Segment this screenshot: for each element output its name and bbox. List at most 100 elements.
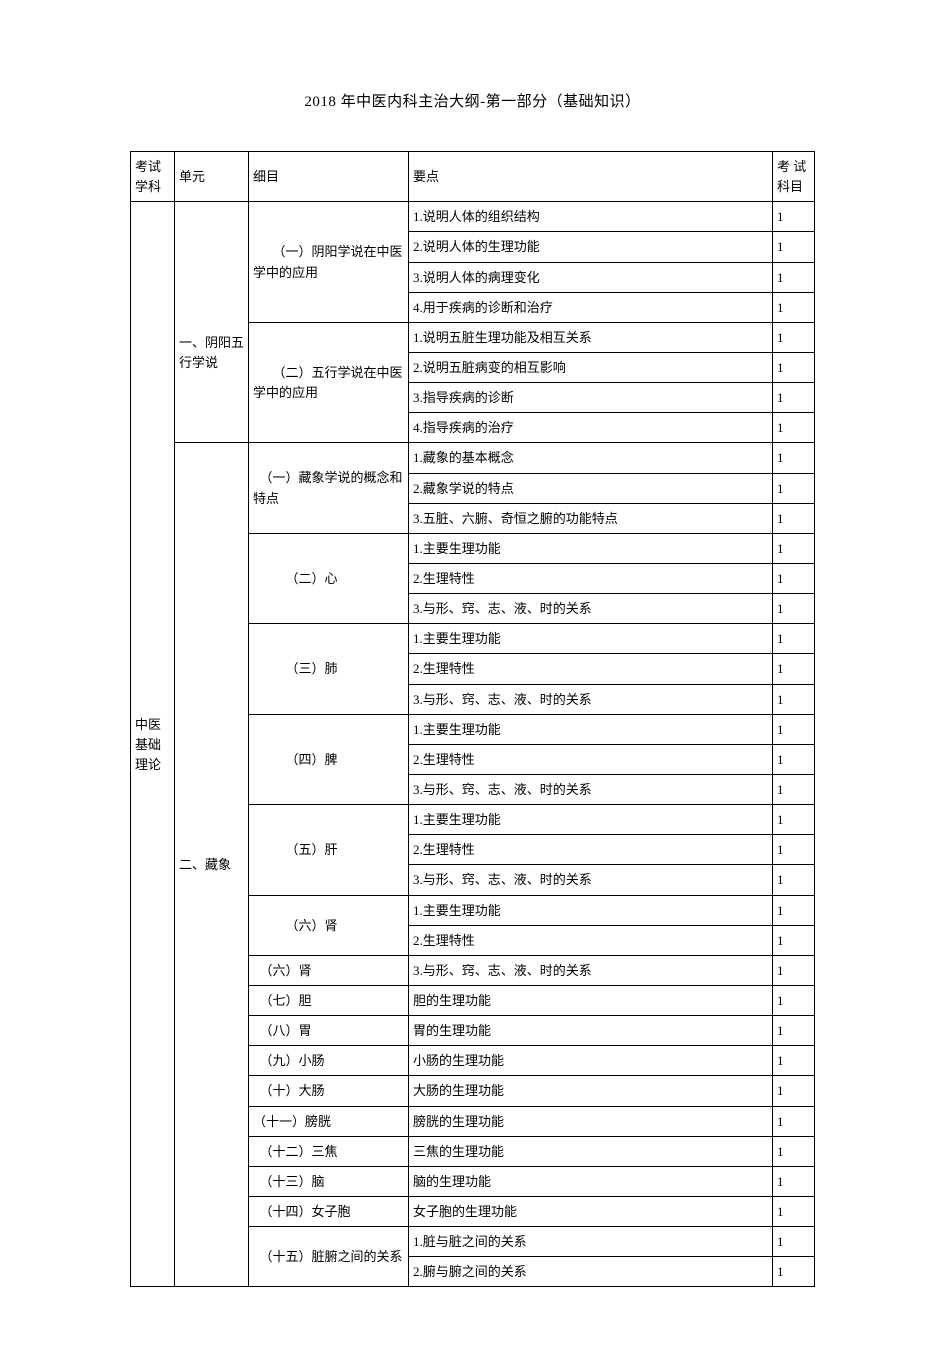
table-row: 二、藏象 （一）藏象学说的概念和特点 1.藏象的基本概念 1 — [131, 443, 815, 473]
cell-kemu: 1 — [773, 1136, 815, 1166]
cell-kemu: 1 — [773, 503, 815, 533]
cell-point: 2.生理特性 — [409, 744, 773, 774]
cell-kemu: 1 — [773, 352, 815, 382]
cell-kemu: 1 — [773, 533, 815, 563]
cell-detail-u1d2: （二）五行学说在中医学中的应用 — [249, 322, 409, 443]
cell-detail-u2d10: （十）大肠 — [249, 1076, 409, 1106]
cell-point: 3.与形、窍、志、液、时的关系 — [409, 684, 773, 714]
cell-kemu: 1 — [773, 865, 815, 895]
cell-unit-2: 二、藏象 — [175, 443, 249, 1287]
cell-point: 2.生理特性 — [409, 835, 773, 865]
cell-kemu: 1 — [773, 895, 815, 925]
cell-point: 1.说明人体的组织结构 — [409, 202, 773, 232]
cell-kemu: 1 — [773, 473, 815, 503]
cell-point: 2.生理特性 — [409, 563, 773, 593]
header-unit: 单元 — [175, 152, 249, 202]
cell-kemu: 1 — [773, 1106, 815, 1136]
cell-point: 胃的生理功能 — [409, 1016, 773, 1046]
cell-point: 1.主要生理功能 — [409, 895, 773, 925]
cell-detail-u2d8: （八）胃 — [249, 1016, 409, 1046]
cell-point: 1.说明五脏生理功能及相互关系 — [409, 322, 773, 352]
cell-point: 2.说明五脏病变的相互影响 — [409, 352, 773, 382]
document-title: 2018 年中医内科主治大纲-第一部分（基础知识） — [130, 90, 815, 111]
syllabus-table: 考试学科 单元 细目 要点 考 试科目 中医基础理论 一、阴阳五行学说 （一）阴… — [130, 151, 815, 1287]
cell-point: 2.说明人体的生理功能 — [409, 232, 773, 262]
header-point: 要点 — [409, 152, 773, 202]
cell-unit-1: 一、阴阳五行学说 — [175, 202, 249, 443]
table-row: 中医基础理论 一、阴阳五行学说 （一）阴阳学说在中医学中的应用 1.说明人体的组… — [131, 202, 815, 232]
cell-detail-u2d4: （四）脾 — [249, 714, 409, 804]
document-page: 2018 年中医内科主治大纲-第一部分（基础知识） 考试学科 单元 细目 要点 … — [0, 0, 945, 1367]
cell-point: 4.指导疾病的治疗 — [409, 413, 773, 443]
header-detail: 细目 — [249, 152, 409, 202]
cell-kemu: 1 — [773, 262, 815, 292]
cell-detail-u2d9: （九）小肠 — [249, 1046, 409, 1076]
cell-kemu: 1 — [773, 563, 815, 593]
cell-kemu: 1 — [773, 443, 815, 473]
cell-kemu: 1 — [773, 624, 815, 654]
cell-kemu: 1 — [773, 594, 815, 624]
cell-kemu: 1 — [773, 202, 815, 232]
cell-kemu: 1 — [773, 232, 815, 262]
cell-point: 3.与形、窍、志、液、时的关系 — [409, 594, 773, 624]
cell-detail-u1d1: （一）阴阳学说在中医学中的应用 — [249, 202, 409, 323]
cell-detail-u2d6b: （六）肾 — [249, 955, 409, 985]
cell-detail-u2d13: （十三）脑 — [249, 1166, 409, 1196]
cell-detail-u2d12: （十二）三焦 — [249, 1136, 409, 1166]
cell-detail-u2d6: （六）肾 — [249, 895, 409, 955]
cell-point: 2.腑与腑之间的关系 — [409, 1257, 773, 1287]
cell-detail-u2d11: （十一）膀胱 — [249, 1106, 409, 1136]
cell-kemu: 1 — [773, 1016, 815, 1046]
cell-kemu: 1 — [773, 1196, 815, 1226]
cell-point: 2.生理特性 — [409, 654, 773, 684]
cell-kemu: 1 — [773, 654, 815, 684]
cell-point: 大肠的生理功能 — [409, 1076, 773, 1106]
header-kemu: 考 试科目 — [773, 152, 815, 202]
cell-point: 3.指导疾病的诊断 — [409, 383, 773, 413]
cell-point: 3.与形、窍、志、液、时的关系 — [409, 955, 773, 985]
cell-point: 1.主要生理功能 — [409, 624, 773, 654]
cell-point: 3.与形、窍、志、液、时的关系 — [409, 865, 773, 895]
cell-point: 1.主要生理功能 — [409, 805, 773, 835]
cell-kemu: 1 — [773, 684, 815, 714]
cell-kemu: 1 — [773, 985, 815, 1015]
cell-detail-u2d1: （一）藏象学说的概念和特点 — [249, 443, 409, 533]
cell-kemu: 1 — [773, 383, 815, 413]
cell-detail-u2d2: （二）心 — [249, 533, 409, 623]
cell-point: 1.脏与脏之间的关系 — [409, 1227, 773, 1257]
cell-point: 三焦的生理功能 — [409, 1136, 773, 1166]
cell-kemu: 1 — [773, 835, 815, 865]
cell-kemu: 1 — [773, 805, 815, 835]
cell-point: 女子胞的生理功能 — [409, 1196, 773, 1226]
cell-kemu: 1 — [773, 292, 815, 322]
unit-1-text: 一、阴阳五行学说 — [179, 335, 244, 370]
cell-kemu: 1 — [773, 1046, 815, 1076]
cell-detail-u2d15: （十五）脏腑之间的关系 — [249, 1227, 409, 1287]
cell-kemu: 1 — [773, 1227, 815, 1257]
cell-point: 2.生理特性 — [409, 925, 773, 955]
cell-kemu: 1 — [773, 1257, 815, 1287]
cell-kemu: 1 — [773, 744, 815, 774]
cell-kemu: 1 — [773, 1166, 815, 1196]
cell-point: 4.用于疾病的诊断和治疗 — [409, 292, 773, 322]
table-header-row: 考试学科 单元 细目 要点 考 试科目 — [131, 152, 815, 202]
cell-subject: 中医基础理论 — [131, 202, 175, 1287]
cell-point: 膀胱的生理功能 — [409, 1106, 773, 1136]
header-subject: 考试学科 — [131, 152, 175, 202]
cell-kemu: 1 — [773, 774, 815, 804]
cell-point: 3.说明人体的病理变化 — [409, 262, 773, 292]
cell-point: 2.藏象学说的特点 — [409, 473, 773, 503]
cell-detail-u2d7: （七）胆 — [249, 985, 409, 1015]
cell-point: 1.主要生理功能 — [409, 533, 773, 563]
cell-kemu: 1 — [773, 1076, 815, 1106]
cell-kemu: 1 — [773, 413, 815, 443]
cell-detail-u2d14: （十四）女子胞 — [249, 1196, 409, 1226]
cell-point: 脑的生理功能 — [409, 1166, 773, 1196]
cell-point: 1.藏象的基本概念 — [409, 443, 773, 473]
cell-kemu: 1 — [773, 955, 815, 985]
cell-point: 3.五脏、六腑、奇恒之腑的功能特点 — [409, 503, 773, 533]
cell-point: 小肠的生理功能 — [409, 1046, 773, 1076]
cell-point: 3.与形、窍、志、液、时的关系 — [409, 774, 773, 804]
cell-detail-u2d5: （五）肝 — [249, 805, 409, 895]
cell-detail-u2d3: （三）肺 — [249, 624, 409, 714]
